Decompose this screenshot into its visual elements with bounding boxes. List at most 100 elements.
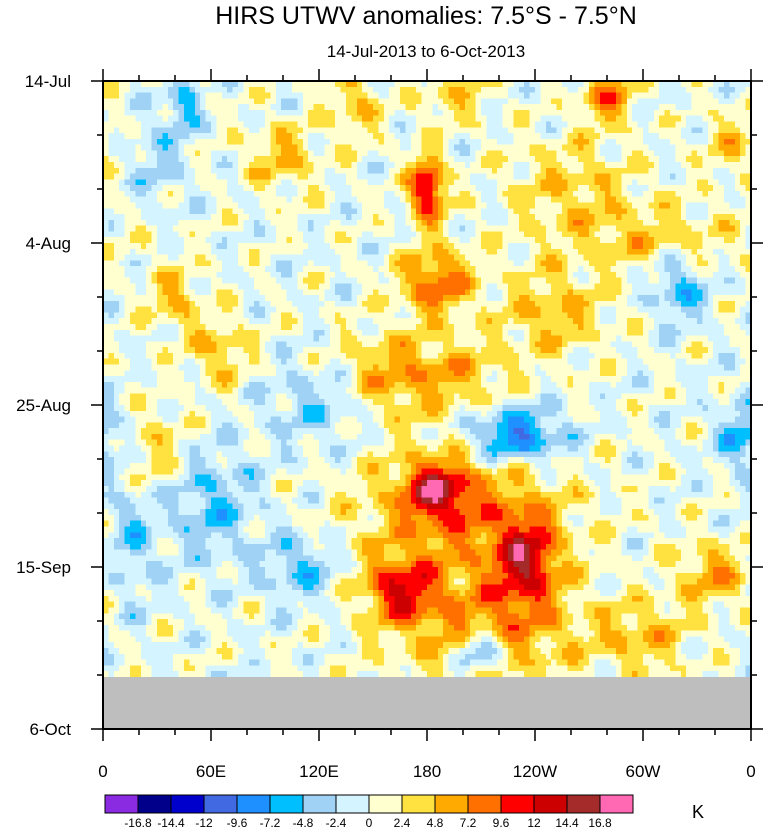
heatmap-cell: [238, 173, 244, 180]
heatmap-cell: [691, 248, 698, 256]
heatmap-cell: [664, 312, 671, 319]
heatmap-cell: [146, 266, 153, 273]
heatmap-cell: [275, 109, 282, 117]
heatmap-cell: [443, 214, 450, 221]
heatmap-cell: [416, 300, 423, 308]
heatmap-cell: [346, 190, 352, 198]
heatmap-cell: [594, 289, 601, 296]
heatmap-cell: [632, 190, 639, 198]
heatmap-cell: [599, 173, 606, 180]
heatmap-cell: [167, 109, 174, 117]
heatmap-cell: [545, 266, 552, 273]
heatmap-cell: [724, 185, 730, 192]
heatmap-cell: [605, 138, 612, 146]
heatmap-cell: [200, 162, 207, 169]
heatmap-cell: [486, 202, 493, 209]
heatmap-cell: [351, 248, 358, 256]
heatmap-cell: [599, 81, 606, 88]
heatmap-cell: [232, 306, 239, 314]
heatmap-cell: [648, 167, 655, 175]
heatmap-cell: [556, 98, 563, 105]
heatmap-cell: [437, 190, 444, 198]
heatmap-cell: [410, 289, 417, 296]
heatmap-cell: [319, 271, 325, 279]
heatmap-cell: [470, 179, 477, 186]
heatmap-cell: [697, 196, 703, 204]
heatmap-cell: [270, 190, 277, 198]
heatmap-cell: [529, 214, 536, 221]
heatmap-cell: [675, 81, 682, 88]
heatmap-cell: [340, 237, 347, 244]
heatmap-cell: [556, 300, 563, 308]
heatmap-cell: [189, 219, 196, 227]
heatmap-cell: [297, 86, 304, 94]
heatmap-cell: [589, 248, 595, 256]
heatmap-cell: [632, 202, 639, 209]
heatmap-cell: [140, 289, 147, 296]
heatmap-cell: [745, 81, 752, 88]
heatmap-cell: [691, 202, 698, 209]
heatmap-cell: [610, 167, 617, 175]
heatmap-cell: [302, 81, 309, 88]
heatmap-cell: [508, 248, 514, 256]
heatmap-cell: [691, 214, 698, 221]
heatmap-cell: [653, 156, 660, 163]
heatmap-cell: [167, 92, 174, 99]
heatmap-cell: [367, 202, 374, 209]
heatmap-cell: [362, 225, 369, 233]
heatmap-cell: [184, 109, 190, 117]
heatmap-cell: [551, 86, 558, 94]
heatmap-cell: [713, 92, 720, 99]
heatmap-cell: [599, 306, 606, 314]
heatmap-cell: [616, 150, 622, 157]
heatmap-cell: [486, 231, 493, 238]
heatmap-cell: [567, 283, 574, 290]
heatmap-cell: [551, 127, 558, 134]
heatmap-cell: [373, 127, 379, 134]
heatmap-cell: [400, 127, 406, 134]
heatmap-cell: [243, 306, 250, 314]
heatmap-cell: [259, 156, 266, 163]
heatmap-cell: [211, 254, 217, 261]
heatmap-cell: [200, 306, 207, 314]
heatmap-cell: [508, 196, 514, 204]
heatmap-cell: [524, 156, 531, 163]
heatmap-cell: [130, 277, 136, 285]
heatmap-cell: [734, 306, 741, 314]
heatmap-cell: [113, 208, 120, 215]
heatmap-cell: [416, 185, 423, 192]
heatmap-cell: [621, 295, 628, 302]
heatmap-cell: [459, 214, 466, 221]
heatmap-cell: [189, 225, 196, 233]
heatmap-cell: [167, 133, 174, 140]
heatmap-cell: [659, 231, 666, 238]
heatmap-cell: [259, 86, 266, 94]
heatmap-cell: [113, 109, 120, 117]
heatmap-cell: [437, 295, 444, 302]
heatmap-cell: [351, 260, 358, 267]
heatmap-cell: [497, 156, 504, 163]
heatmap-cell: [248, 248, 255, 256]
heatmap-cell: [621, 86, 628, 94]
heatmap-cell: [265, 104, 271, 111]
heatmap-cell: [437, 219, 444, 227]
heatmap-cell: [221, 202, 228, 209]
heatmap-cell: [437, 283, 444, 290]
heatmap-cell: [259, 243, 266, 250]
heatmap-cell: [691, 266, 698, 273]
heatmap-cell: [194, 190, 201, 198]
heatmap-cell: [221, 109, 228, 117]
heatmap-cell: [259, 150, 266, 157]
heatmap-cell: [297, 219, 304, 227]
heatmap-cell: [254, 295, 261, 302]
heatmap-cell: [259, 300, 266, 308]
heatmap-cell: [103, 162, 109, 169]
heatmap-cell: [178, 115, 185, 123]
heatmap-cell: [556, 179, 563, 186]
heatmap-cell: [697, 156, 703, 163]
heatmap-cell: [572, 185, 579, 192]
heatmap-cell: [275, 133, 282, 140]
heatmap-cell: [178, 86, 185, 94]
heatmap-cell: [108, 219, 115, 227]
heatmap-cell: [184, 127, 190, 134]
